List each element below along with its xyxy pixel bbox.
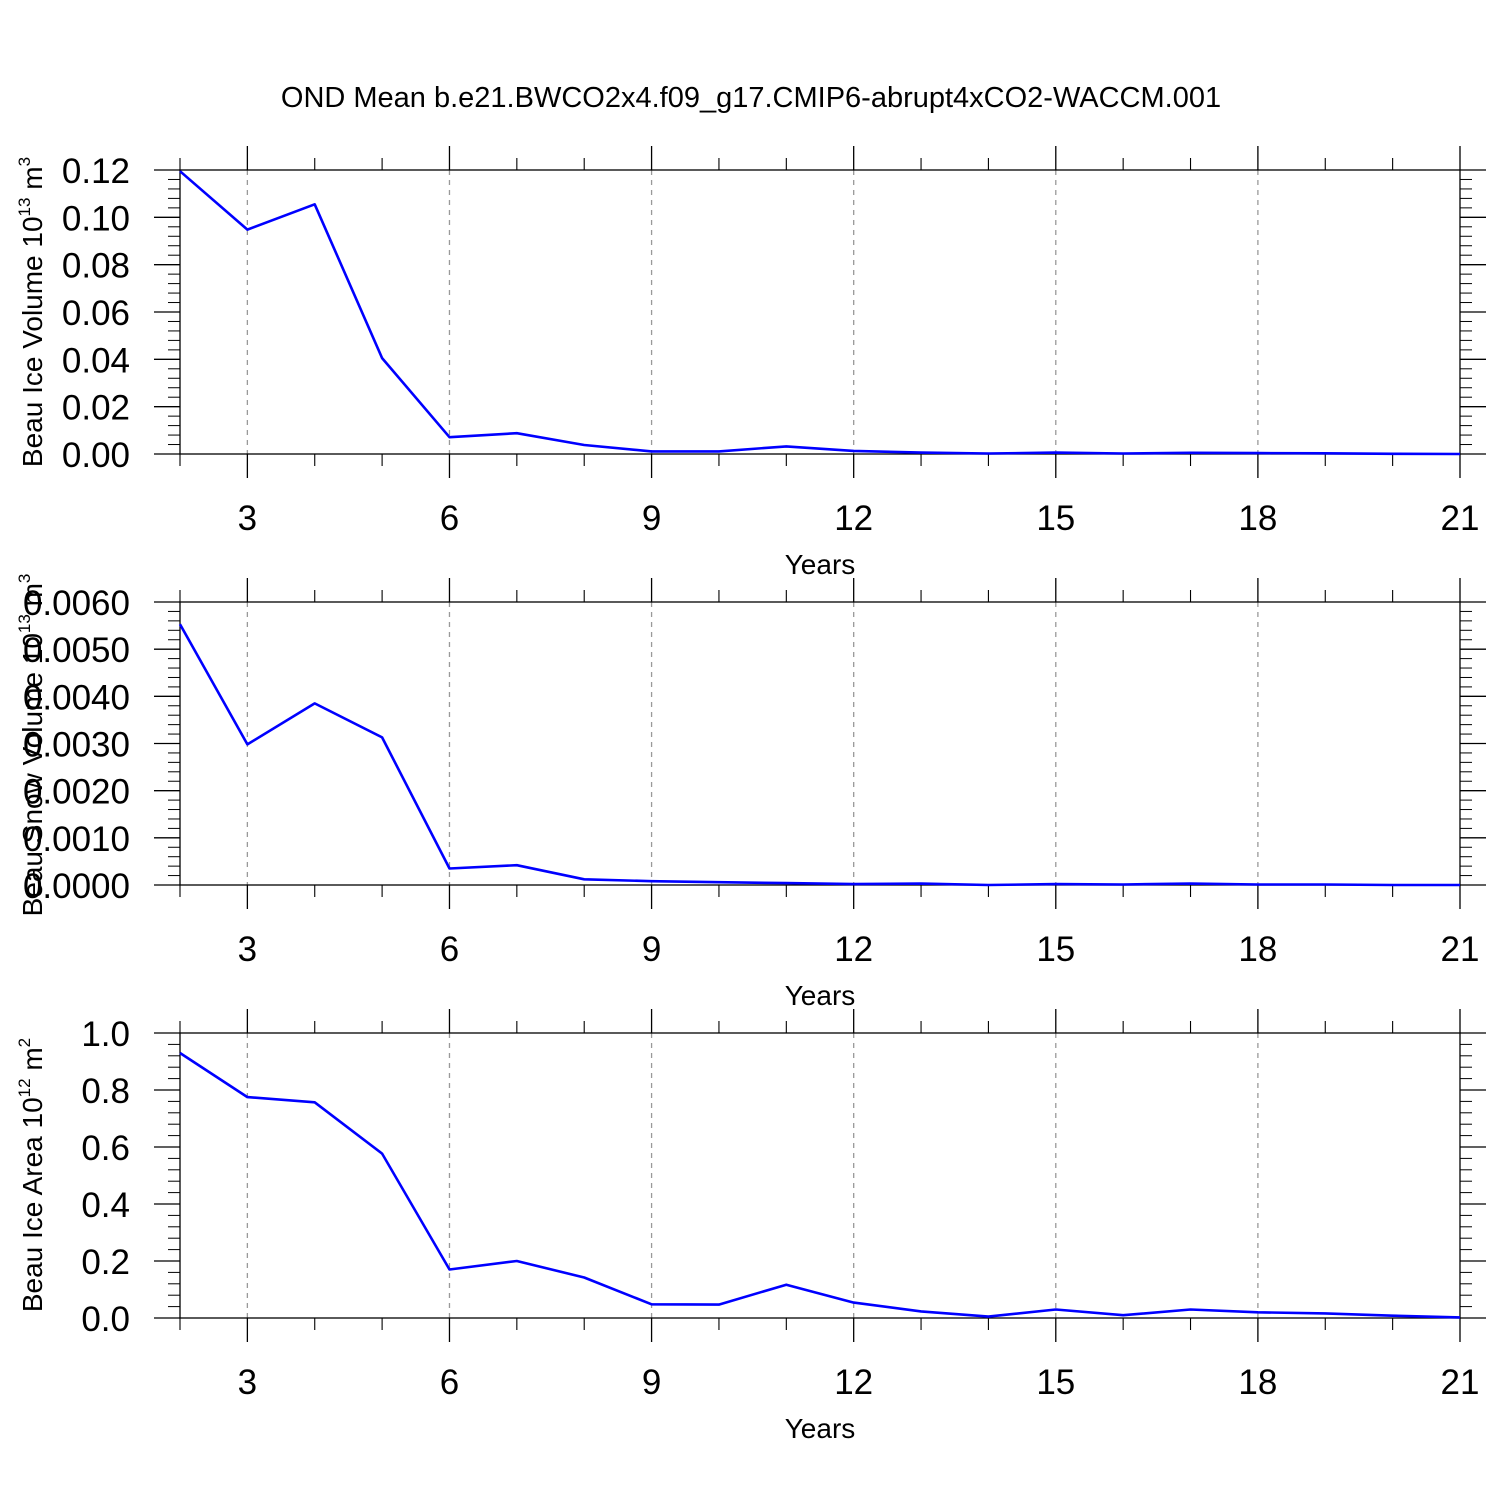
chart-2-y-tick-label: 0.0000 [23,867,130,906]
chart-3-x-tick-label: 6 [440,1363,459,1402]
chart-1-x-tick-label: 15 [1036,499,1075,538]
chart-3-y-axis-title-main: Beau Ice Area 10 [17,1097,48,1312]
chart-1-y-tick-label: 0.12 [62,152,130,191]
chart-1-x-tick-label: 3 [238,499,257,538]
chart-2-x-tick-label: 12 [834,930,873,969]
chart-panel-2: 3 6 9 12 15 18 21 0.0000 0.0010 0.0020 0.0030 0.004… [15,574,1486,1011]
chart-3-y-tick-label: 0.4 [81,1186,130,1225]
chart-1-x-axis-title: Years [785,549,856,580]
figure-title: OND Mean b.e21.BWCO2x4.f09_g17.CMIP6-abr… [281,82,1221,114]
chart-3-x-tick-label: 15 [1036,1363,1075,1402]
chart-1-y-axis-title-unit-exponent: 3 [15,157,34,166]
chart-3-y-tick-label: 0.8 [81,1072,130,1111]
chart-1-y-axis-title-main: Beau Ice Volume 10 [17,216,48,467]
chart-3-y-tick-label: 0.6 [81,1129,130,1168]
chart-2-x-tick-label: 21 [1441,930,1480,969]
chart-2-y-axis-title: Beau Snow Volume 1013 m3 [15,574,48,917]
chart-3-x-axis-title: Years [785,1413,856,1444]
chart-2-plot-frame [179,601,1461,886]
chart-1-x-tick-label: 9 [642,499,661,538]
chart-1-y-tick-label: 0.04 [62,341,130,380]
chart-2-series-line [178,623,1460,887]
chart-3-x-tick-label: 3 [238,1363,257,1402]
chart-2-y-tick-label: 0.0060 [23,584,130,623]
chart-2-y-tick-label: 0.0050 [23,631,130,670]
chart-1-y-tick-label: 0.08 [62,247,130,286]
chart-2-x-tick-label: 18 [1238,930,1277,969]
chart-2-y-axis-title-exponent: 13 [15,614,34,633]
chart-2-x-tick-label: 6 [440,930,459,969]
chart-3-y-axis-title: Beau Ice Area 1012 m2 [15,1038,48,1312]
chart-2-y-axis-title-unit-exponent: 3 [15,574,34,583]
chart-1-y-tick-label: 0.00 [62,436,130,475]
chart-1-y-axis-title-exponent: 13 [15,198,34,217]
chart-3-y-axis-title-exponent: 12 [15,1078,34,1097]
chart-3-x-tick-label: 21 [1441,1363,1480,1402]
chart-2-y-tick-label: 0.0010 [23,820,130,859]
chart-2-y-axis-title-unit: m [17,583,48,614]
chart-3-x-tick-label: 18 [1238,1363,1277,1402]
chart-3-x-tick-label: 12 [834,1363,873,1402]
chart-3-y-axis-title-unit-exponent: 2 [15,1038,34,1047]
chart-1-y-axis-title-unit: m [17,166,48,197]
chart-1-x-tick-label: 21 [1441,499,1480,538]
chart-2-y-tick-label: 0.0040 [23,678,130,717]
chart-3-x-tick-label: 9 [642,1363,661,1402]
chart-3-y-tick-label: 1.0 [81,1015,130,1054]
chart-2-y-tick-label: 0.0020 [23,773,130,812]
chart-1-y-tick-label: 0.10 [62,199,130,238]
chart-1-series-line [179,170,1461,456]
chart-2-x-tick-label: 15 [1036,930,1075,969]
chart-3-series-line [179,1051,1461,1319]
chart-panel-1: 3 6 9 12 15 18 21 0.00 0.02 0.04 0.06 0.08 0.10 0.12 Y… [15,146,1486,580]
chart-3-y-tick-label: 0.2 [81,1243,130,1282]
chart-2-x-axis-title: Years [785,980,856,1011]
chart-2-x-tick-label: 9 [642,930,661,969]
chart-3-plot-frame [179,1032,1461,1319]
chart-3-y-axis-title-unit: m [17,1047,48,1078]
chart-3-y-tick-label: 0.0 [81,1300,130,1339]
chart-1-y-tick-label: 0.02 [62,389,130,428]
chart-1-x-tick-label: 12 [834,499,873,538]
chart-2-y-axis-title-main: Beau Snow Volume 10 [17,633,48,916]
chart-1-y-tick-label: 0.06 [62,294,130,333]
chart-1-plot-frame [179,169,1461,455]
chart-1-x-tick-label: 6 [440,499,459,538]
chart-1-x-tick-label: 18 [1238,499,1277,538]
chart-1-y-axis-title: Beau Ice Volume 1013 m3 [15,157,48,467]
chart-2-y-tick-label: 0.0030 [23,726,130,765]
panels: 3 6 9 12 15 18 210.000.020.040.060.080.100.12Y… [15,146,1486,1444]
chart-panel-3: 3 6 9 12 15 18 21 0.0 0.2 0.4 0.6 0.8 1.0 Years Beau I… [15,1009,1486,1444]
chart-2-x-tick-label: 3 [238,930,257,969]
